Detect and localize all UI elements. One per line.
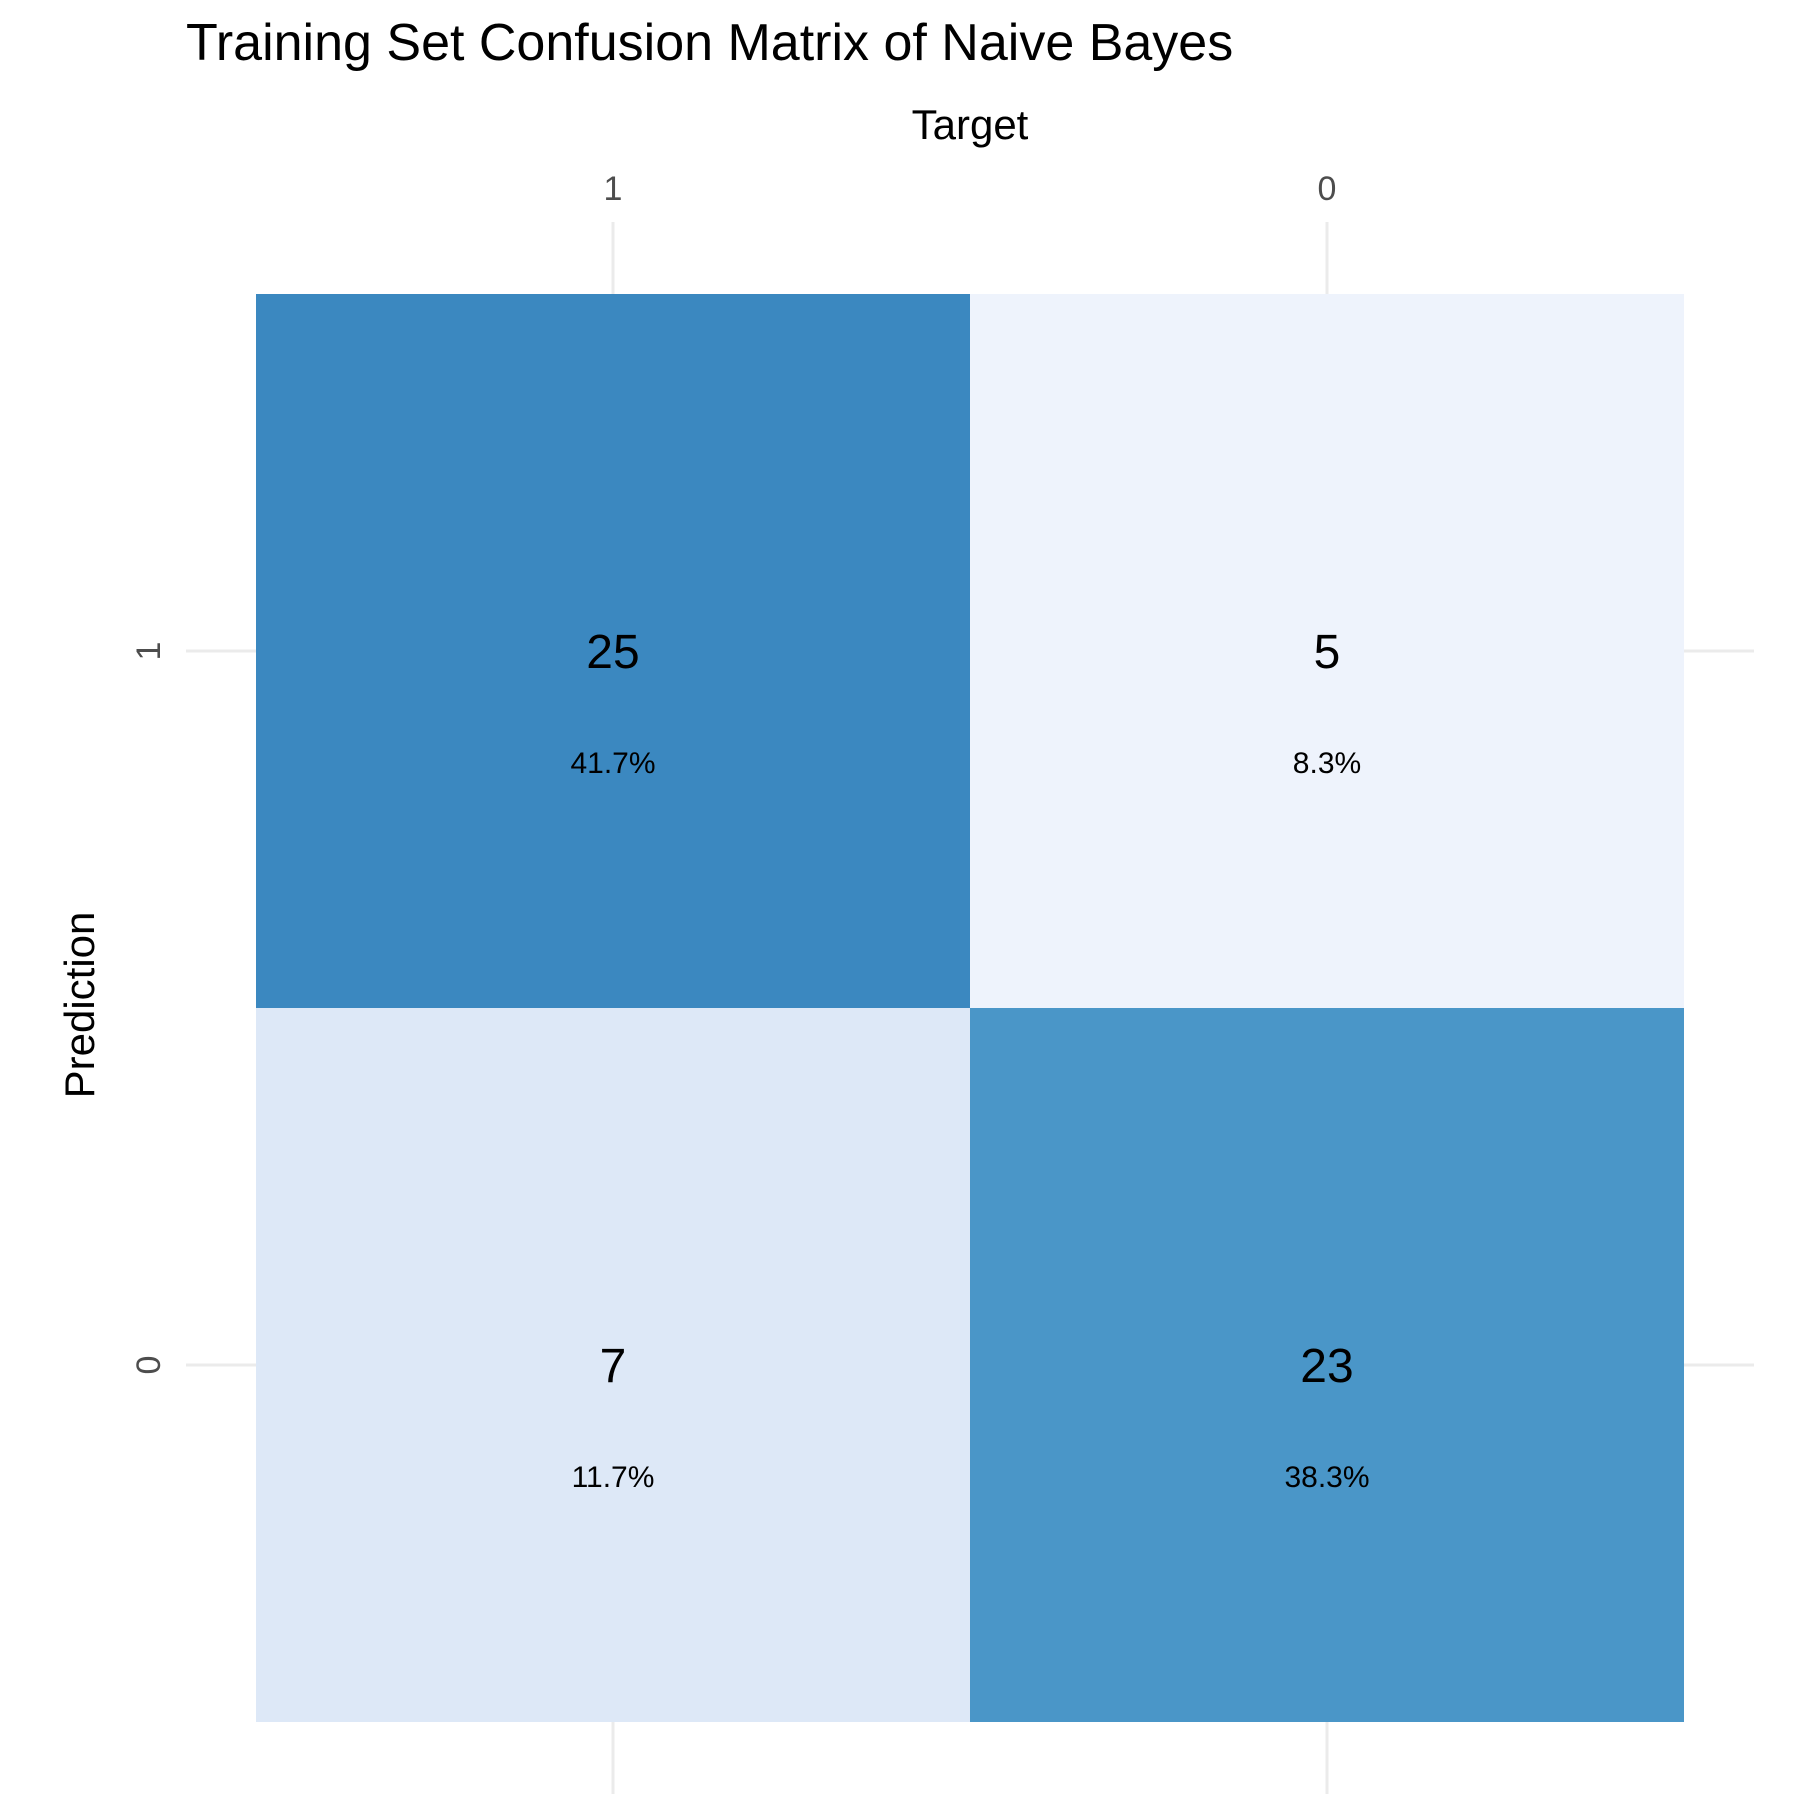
x-axis-title: Target bbox=[912, 101, 1029, 148]
y-tick-label-0: 0 bbox=[130, 1356, 168, 1375]
cell-percent-t0-p1: 8.3% bbox=[1293, 747, 1361, 780]
x-tick-label-0: 0 bbox=[1318, 170, 1337, 208]
cell-count-t0-p0: 23 bbox=[1300, 1340, 1353, 1393]
cell-t1-p0 bbox=[256, 1008, 970, 1722]
cell-percent-t1-p1: 41.7% bbox=[570, 747, 655, 780]
chart-title: Training Set Confusion Matrix of Naive B… bbox=[186, 14, 1233, 72]
label-layer: 25 41.7% 5 8.3% 7 11.7% 23 38.3% 1 0 1 0 bbox=[130, 170, 1370, 1494]
y-axis-title: Prediction bbox=[56, 912, 103, 1099]
x-tick-label-1: 1 bbox=[604, 170, 623, 208]
cell-layer bbox=[256, 294, 1684, 1722]
cell-t1-p1 bbox=[256, 294, 970, 1008]
cell-percent-t0-p0: 38.3% bbox=[1284, 1461, 1369, 1494]
cell-count-t1-p0: 7 bbox=[600, 1340, 627, 1393]
cell-percent-t1-p0: 11.7% bbox=[572, 1461, 655, 1494]
y-tick-label-1: 1 bbox=[130, 642, 168, 661]
cell-count-t0-p1: 5 bbox=[1314, 626, 1341, 679]
cell-t0-p0 bbox=[970, 1008, 1684, 1722]
cell-count-t1-p1: 25 bbox=[586, 626, 639, 679]
cell-t0-p1 bbox=[970, 294, 1684, 1008]
